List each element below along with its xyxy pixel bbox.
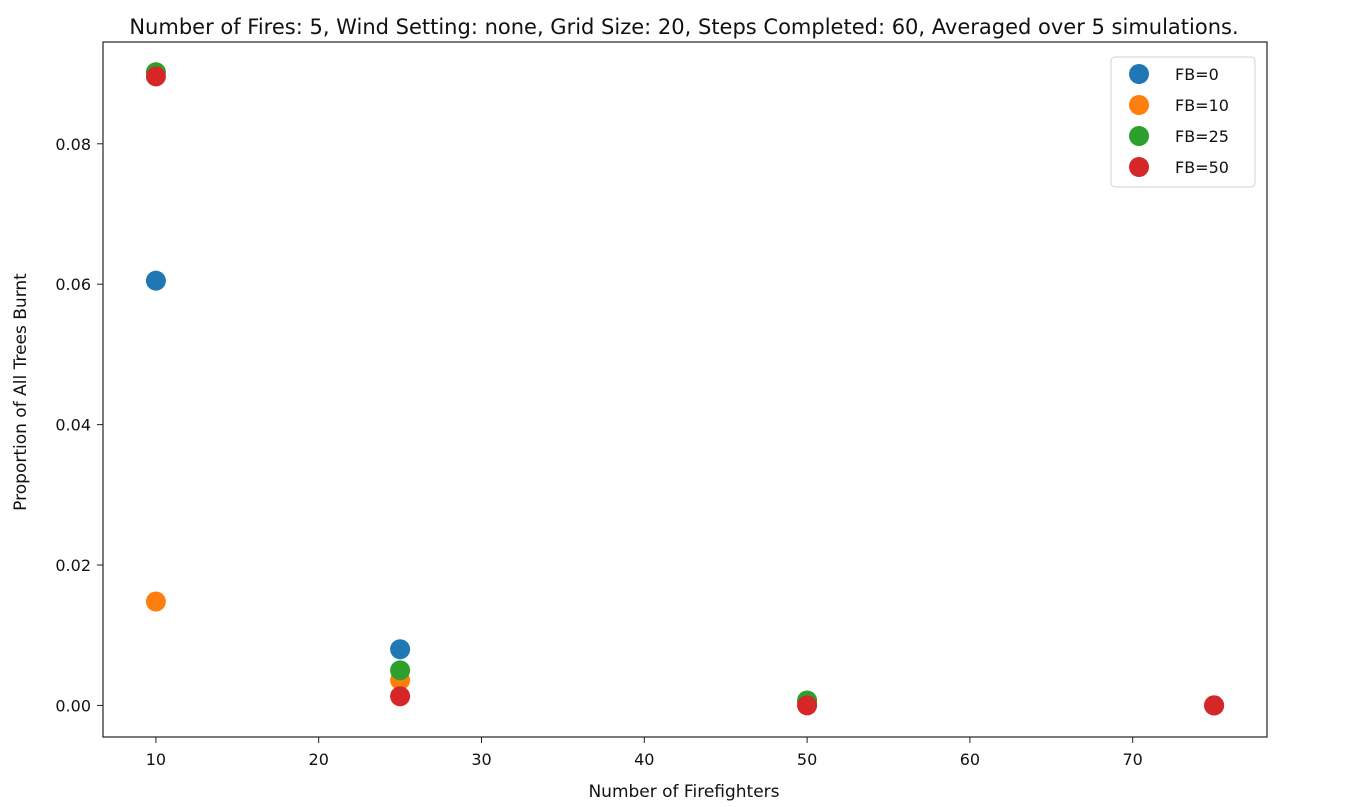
legend-marker [1129, 64, 1149, 84]
y-tick-label: 0.00 [55, 696, 91, 715]
legend-box [1110, 56, 1256, 188]
plot-frame [102, 41, 1268, 738]
y-tick-label: 0.06 [55, 275, 91, 294]
chart-title: Number of Fires: 5, Wind Setting: none, … [129, 15, 1238, 39]
x-tick-label: 60 [960, 750, 980, 769]
y-axis-ticks: 0.00 0.02 0.04 0.06 0.08 [55, 135, 103, 715]
y-tick-label: 0.08 [55, 135, 91, 154]
x-tick-label: 10 [146, 750, 166, 769]
y-axis-label: Proportion of All Trees Burnt [11, 273, 31, 511]
x-tick-label: 70 [1123, 750, 1143, 769]
legend-label: FB=10 [1175, 96, 1229, 115]
y-tick-label: 0.04 [55, 416, 91, 435]
x-axis-ticks: 10 20 30 40 50 60 70 [146, 737, 1143, 769]
plot-area [102, 41, 1268, 738]
legend-label: FB=25 [1175, 127, 1229, 146]
series-point [145, 591, 166, 612]
series-point [1204, 695, 1225, 716]
x-axis-label: Number of Firefighters [588, 782, 779, 802]
series-point [390, 660, 411, 681]
x-tick-label: 50 [797, 750, 817, 769]
legend-marker [1129, 126, 1149, 146]
x-tick-label: 20 [309, 750, 329, 769]
series-point [390, 639, 411, 660]
series-point [797, 695, 818, 716]
x-tick-label: 40 [634, 750, 654, 769]
series-point [145, 270, 166, 291]
legend-marker [1129, 95, 1149, 115]
legend: FB=0 FB=10 FB=25 FB=50 [1110, 56, 1256, 188]
x-tick-label: 30 [471, 750, 491, 769]
legend-label: FB=50 [1175, 158, 1229, 177]
y-tick-label: 0.02 [55, 556, 91, 575]
legend-marker [1129, 157, 1149, 177]
series-point [145, 66, 166, 87]
legend-label: FB=0 [1175, 65, 1219, 84]
series-point [390, 686, 411, 707]
data-points [145, 62, 1225, 716]
